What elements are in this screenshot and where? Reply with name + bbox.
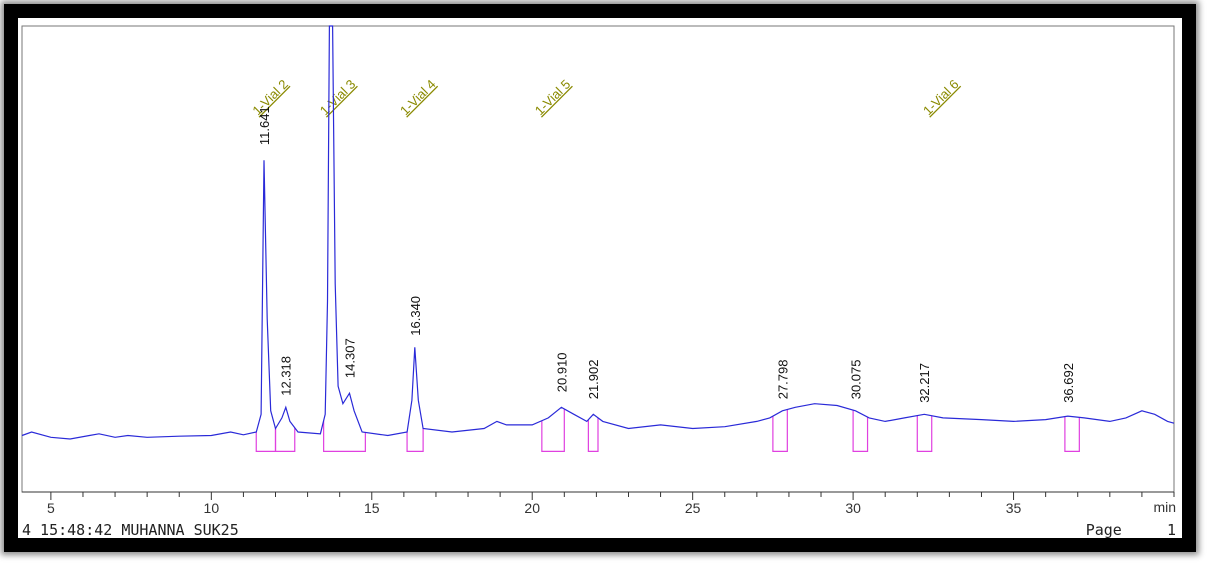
- chromatogram-trace: [21, 25, 1175, 440]
- peak-label: 21.902: [586, 360, 601, 400]
- integration-box: [323, 420, 366, 453]
- peak-label: 14.307: [343, 338, 358, 378]
- integration-box: [406, 428, 424, 453]
- footer-page-info: Page 1: [1086, 522, 1176, 538]
- x-tick-label: 30: [845, 500, 861, 516]
- peak-label: 30.075: [849, 360, 864, 400]
- peak-label: 27.798: [775, 360, 790, 400]
- page-number: 1: [1166, 521, 1176, 539]
- integration-box: [255, 428, 277, 453]
- integration-box: [587, 417, 599, 453]
- footer-run-info: 4 15:48:42 MUHANNA SUK25: [22, 521, 239, 539]
- page-label: Page: [1085, 521, 1122, 539]
- x-tick-label: 15: [364, 500, 380, 516]
- x-tick-label: 25: [685, 500, 701, 516]
- peak-label: 32.217: [917, 363, 932, 403]
- window-frame: 1-Vial 2 1-Vial 3 1-Vial 4 1-Vial 5 1-Vial 6…: [4, 4, 1196, 552]
- report-footer: 4 15:48:42 MUHANNA SUK25 Page 1: [22, 522, 1178, 538]
- integration-box: [274, 427, 296, 453]
- vial-annotation: 1-Vial 4: [397, 77, 439, 119]
- x-tick-label: 20: [524, 500, 540, 516]
- integration-box: [1064, 416, 1080, 453]
- x-tick-label: 10: [204, 500, 220, 516]
- peak-label: 20.910: [554, 352, 569, 392]
- x-axis-label: min: [1153, 499, 1176, 515]
- integration-box: [772, 409, 788, 453]
- vial-annotation: 1-Vial 3: [317, 77, 359, 119]
- x-tick-label: 5: [47, 500, 55, 516]
- integration-box: [916, 415, 933, 453]
- report-panel: 1-Vial 2 1-Vial 3 1-Vial 4 1-Vial 5 1-Vial 6…: [18, 18, 1182, 538]
- chromatogram-plot: 1-Vial 2 1-Vial 3 1-Vial 4 1-Vial 5 1-Vial 6…: [21, 25, 1176, 516]
- integration-box: [852, 410, 869, 453]
- x-tick-label: 35: [1006, 500, 1022, 516]
- vial-annotation: 1-Vial 6: [920, 77, 962, 119]
- vial-annotation: 1-Vial 5: [532, 77, 574, 119]
- peak-label: 11.641: [257, 106, 272, 145]
- peak-label: 36.692: [1061, 363, 1076, 403]
- integration-box: [541, 408, 565, 453]
- peak-label: 12.318: [279, 356, 294, 396]
- peak-label: 16.340: [408, 296, 423, 336]
